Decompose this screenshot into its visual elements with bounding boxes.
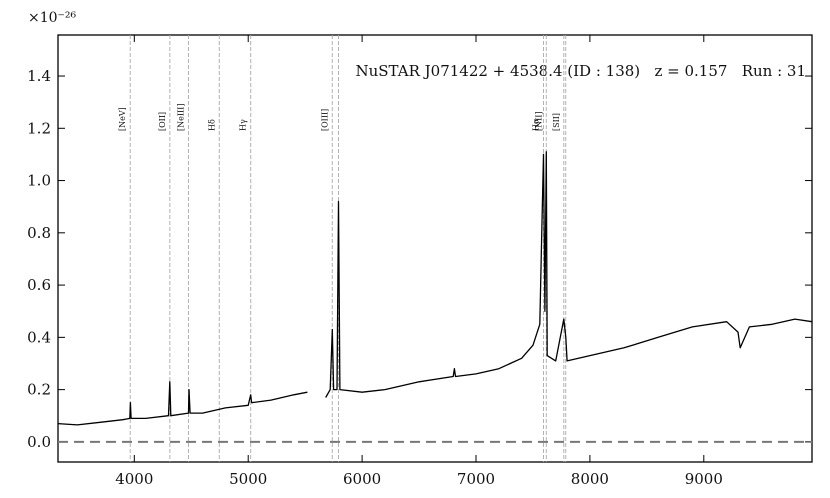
x-tick-label: 5000 [229, 470, 267, 488]
x-tick-label: 9000 [685, 470, 723, 488]
y-tick-label: 0.6 [27, 276, 51, 294]
plot-frame [57, 34, 813, 463]
y-tick-label: 0.2 [27, 381, 51, 399]
emission-label: [OIII] [320, 109, 329, 131]
annotation: NuSTAR J071422 + 4538.4 (ID : 138) z = 0… [356, 62, 807, 80]
y-tick-label: 0.4 [27, 328, 51, 346]
spectrum-line [57, 151, 813, 426]
x-tick-label: 8000 [571, 470, 609, 488]
x-tick-label: 6000 [343, 470, 381, 488]
emission-label: Hγ [239, 119, 248, 131]
y-tick-label: 0.8 [27, 224, 51, 242]
x-tick-label: 7000 [457, 470, 495, 488]
emission-label: [SII] [552, 113, 561, 131]
y-tick-label: 1.4 [27, 67, 51, 85]
y-offset-label: ×10⁻²⁶ [28, 10, 77, 26]
emission-label: [NII] [534, 111, 543, 131]
emission-label: [OII] [158, 112, 167, 131]
emission-label: [NeV] [118, 107, 127, 131]
y-tick-label: 1.0 [27, 172, 51, 190]
emission-label: Hα [532, 118, 541, 131]
y-tick-label: 1.2 [27, 119, 51, 137]
x-tick-label: 4000 [115, 470, 153, 488]
emission-label: [NeIII] [177, 104, 186, 131]
y-tick-label: 0.0 [27, 433, 51, 451]
emission-label: Hδ [207, 119, 216, 131]
